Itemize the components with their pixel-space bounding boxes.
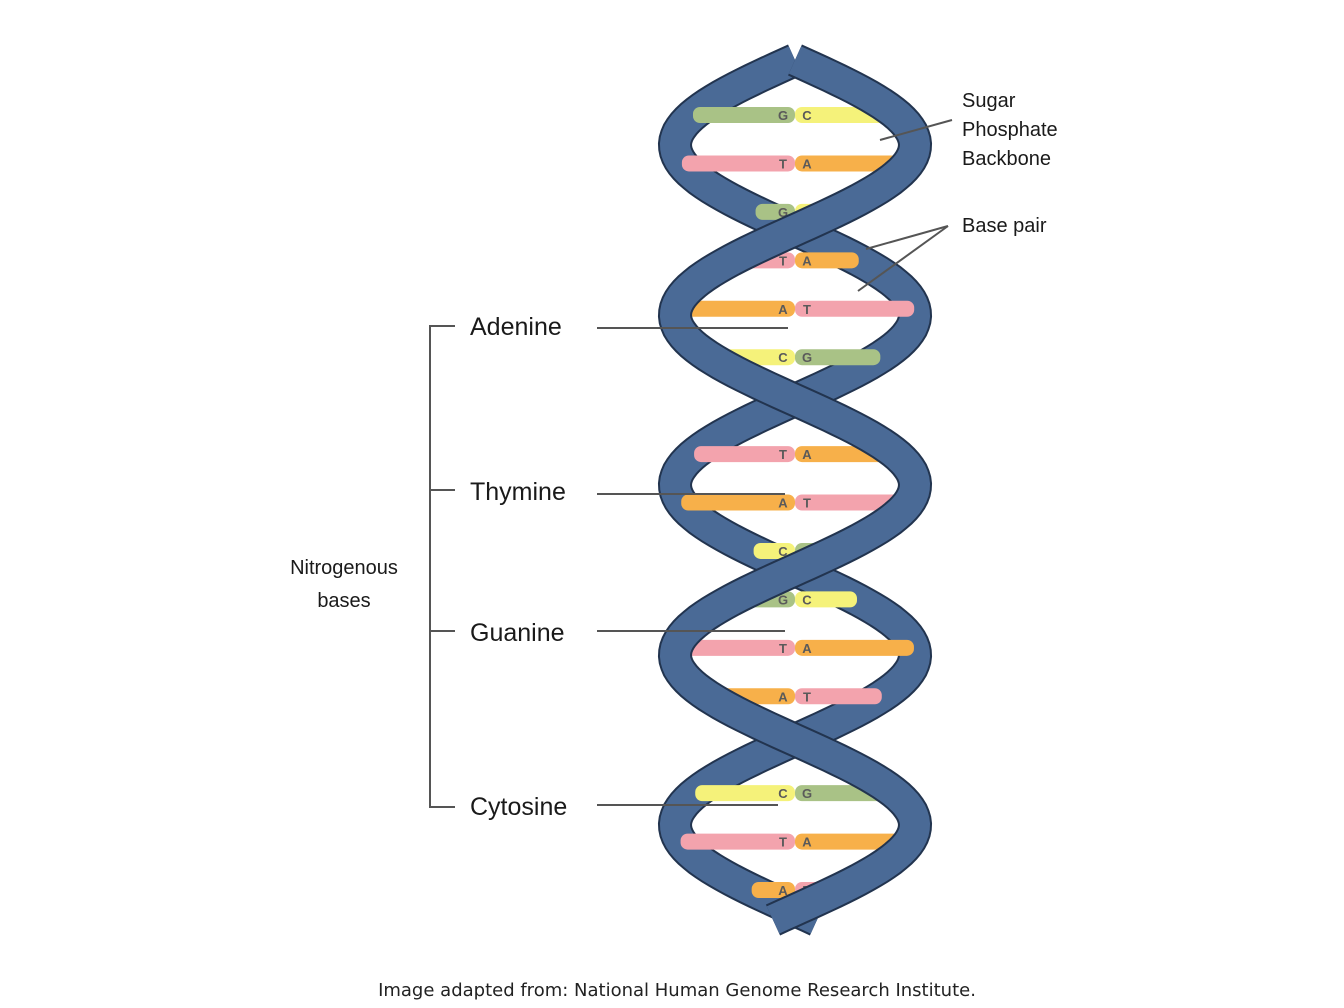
base-right <box>795 688 882 705</box>
base-left-letter: T <box>779 156 787 171</box>
thymine-label: Thymine <box>470 478 566 506</box>
base-left-letter: A <box>778 883 788 898</box>
base-left-letter: G <box>778 592 788 607</box>
base-left-letter: G <box>778 108 788 123</box>
base-left-letter: A <box>778 302 788 317</box>
base-right <box>795 833 910 850</box>
base-right-letter: A <box>802 641 812 656</box>
base-right-letter: A <box>802 156 812 171</box>
base-left <box>681 494 795 511</box>
base-left <box>676 639 795 656</box>
backbone-label-line1: Sugar <box>962 90 1016 112</box>
cytosine-label: Cytosine <box>470 793 567 821</box>
base-pair-label: Base pair <box>962 215 1047 237</box>
nitrogenous-label-line2: bases <box>317 590 370 612</box>
base-right <box>795 639 914 656</box>
base-left-letter: C <box>778 544 788 559</box>
base-left-letter: T <box>779 835 787 850</box>
base-right-letter: T <box>803 689 811 704</box>
backbone-strand-back-fill <box>659 46 931 934</box>
base-left-letter: C <box>778 786 788 801</box>
base-right-letter: C <box>802 108 812 123</box>
base-right-letter: T <box>803 496 811 511</box>
nitrogenous-label-line1: Nitrogenous <box>290 557 398 579</box>
base-left <box>695 785 795 802</box>
base-left-letter: A <box>778 496 788 511</box>
base-left <box>675 300 795 317</box>
base-left <box>753 542 795 559</box>
base-right <box>795 494 909 511</box>
bases-bracket <box>429 325 455 808</box>
image-credit: Image adapted from: National Human Genom… <box>378 980 976 1001</box>
base-right <box>795 349 881 366</box>
base-right-letter: A <box>802 253 812 268</box>
leader-backbone <box>879 119 953 141</box>
base-right-letter: G <box>802 786 812 801</box>
base-right-letter: T <box>803 302 811 317</box>
backbone-strand-front-fill <box>659 46 931 934</box>
base-left-letter: T <box>779 253 787 268</box>
base-left-letter: A <box>778 689 788 704</box>
base-right <box>795 300 915 317</box>
adenine-label: Adenine <box>470 313 562 341</box>
base-right <box>795 591 857 608</box>
leader-base-pair-1 <box>865 225 949 250</box>
backbone-label-line2: Phosphate <box>962 119 1058 141</box>
leader-lines <box>429 119 953 808</box>
leader-base-pair-2 <box>857 225 949 292</box>
base-left <box>694 446 795 463</box>
guanine-label: Guanine <box>470 619 565 647</box>
base-right-letter: A <box>802 835 812 850</box>
base-left-letter: G <box>778 205 788 220</box>
base-left-letter: T <box>779 447 787 462</box>
base-left-letter: C <box>778 350 788 365</box>
base-right-letter: G <box>802 350 812 365</box>
base-right-letter: C <box>802 592 812 607</box>
base-left <box>681 155 795 172</box>
base-left <box>751 882 795 898</box>
backbone-label-line3: Backbone <box>962 148 1051 170</box>
base-left-letter: T <box>779 641 787 656</box>
base-right-letter: A <box>802 447 812 462</box>
base-left <box>680 833 795 850</box>
base-left <box>692 107 795 123</box>
base-right <box>795 252 859 269</box>
